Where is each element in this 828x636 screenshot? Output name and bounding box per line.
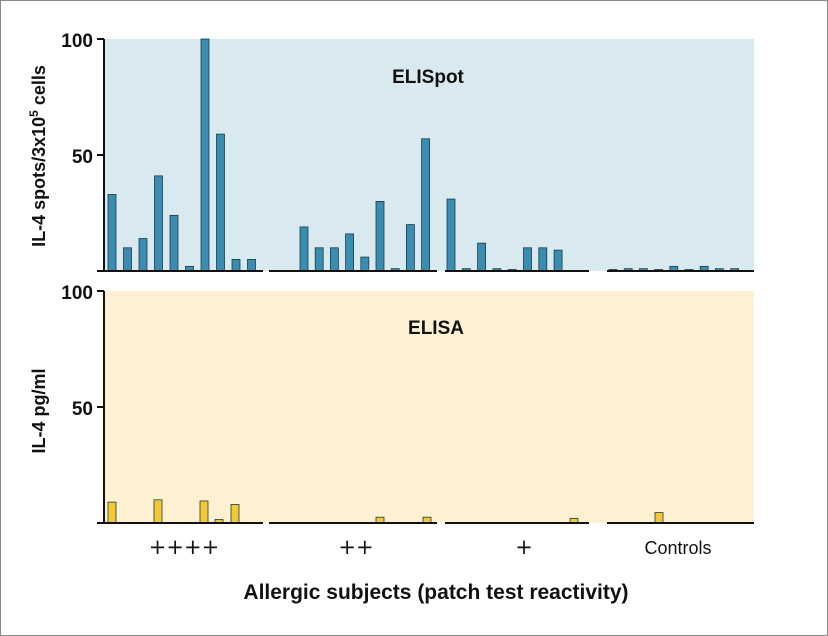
elispot-bar-group2-3	[329, 247, 339, 272]
elisa-title: ELISA	[408, 318, 464, 339]
elispot-y-axis-label: IL-4 spots/3x105 cells	[27, 65, 49, 247]
x-axis-label: Allergic subjects (patch test reactivity…	[243, 581, 628, 604]
elispot-bar-group1-8	[216, 133, 225, 272]
elispot-bar-group1-3	[138, 238, 148, 272]
elisa-bar-group1-2	[153, 499, 163, 524]
elispot-bar-group3-6	[523, 247, 532, 272]
elisa-ytick-label-50: 50	[72, 399, 93, 420]
elisa-bar-group1-5	[230, 504, 240, 524]
elispot-bar-group1-7	[200, 38, 210, 272]
elispot-ylabel-exponent: 5	[27, 110, 41, 117]
group-label-controls: Controls	[644, 538, 711, 558]
group-label-1plus: +	[515, 535, 533, 559]
elispot-bar-group3-7	[538, 247, 548, 272]
elispot-bar-group3-3	[477, 242, 487, 272]
group-label-2plus: ++	[338, 535, 373, 559]
elisa-bar-group1-1	[107, 501, 117, 524]
elispot-bar-group2-5	[360, 256, 370, 272]
elisa-bar-group1-3	[199, 500, 209, 524]
elispot-bar-group1-1	[107, 194, 117, 272]
elisa-bar-group4-1	[654, 512, 664, 524]
elispot-bar-group2-8	[405, 224, 415, 272]
elispot-bar-group1-2	[123, 247, 132, 272]
elispot-ytick-label-50: 50	[72, 147, 93, 168]
elispot-ytick-label-100: 100	[61, 31, 93, 52]
elispot-bar-group3-1	[446, 198, 456, 272]
elispot-ylabel-suffix: cells	[29, 65, 49, 110]
elispot-bar-group1-9	[231, 258, 241, 272]
elispot-bar-group2-1	[299, 226, 309, 272]
group-label-4plus: ++++	[149, 535, 219, 559]
elispot-bar-group1-10	[247, 258, 256, 272]
elispot-bar-group3-8	[553, 249, 563, 272]
elisa-panel-background	[104, 291, 754, 523]
bars-layer	[104, 38, 754, 524]
elisa-y-axis-label: IL-4 pg/ml	[29, 369, 49, 454]
elispot-ylabel-base: IL-4 spots/3x10	[29, 117, 49, 247]
elispot-bar-group1-4	[154, 175, 163, 272]
elispot-bar-group2-2	[314, 247, 324, 272]
elisa-ytick-label-100: 100	[61, 283, 93, 304]
elispot-title: ELISpot	[392, 67, 464, 88]
elispot-bar-group1-5	[169, 214, 179, 272]
elispot-bar-group2-9	[421, 138, 431, 272]
elispot-bar-group2-6	[375, 200, 385, 272]
elispot-bar-group2-4	[345, 233, 355, 272]
